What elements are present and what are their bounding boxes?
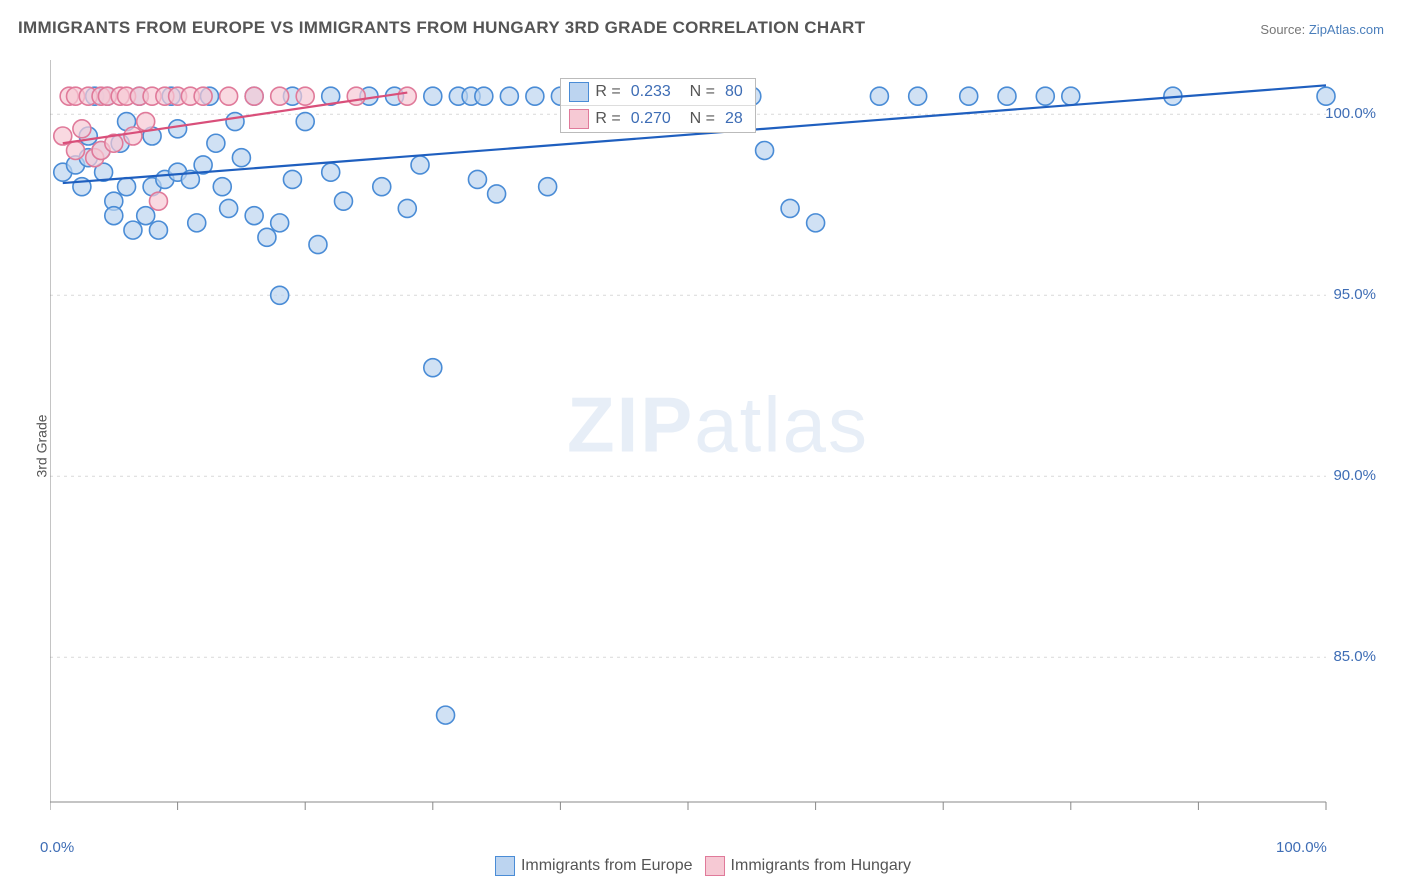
n-label: N = xyxy=(681,110,715,128)
r-value: 0.270 xyxy=(627,110,675,128)
legend-item-europe: Immigrants from Europe xyxy=(495,856,693,876)
r-label: R = xyxy=(595,83,620,101)
x-tick-label: 100.0% xyxy=(1276,839,1327,856)
y-tick-label: 85.0% xyxy=(1333,648,1376,665)
scatter-chart-svg xyxy=(50,50,1386,832)
legend-row: R = 0.233 N = 80 xyxy=(561,79,754,106)
y-axis-label: 3rd Grade xyxy=(34,414,50,477)
source-label: Source: xyxy=(1260,22,1305,37)
legend-row: R = 0.270 N = 28 xyxy=(561,106,754,132)
legend-swatch xyxy=(569,109,589,129)
y-tick-label: 95.0% xyxy=(1333,286,1376,303)
n-label: N = xyxy=(681,83,715,101)
x-tick-label: 0.0% xyxy=(40,839,74,856)
r-value: 0.233 xyxy=(627,83,675,101)
legend-item-hungary: Immigrants from Hungary xyxy=(705,856,912,876)
legend-label-europe: Immigrants from Europe xyxy=(521,857,693,875)
n-value: 28 xyxy=(721,110,747,128)
correlation-legend: R = 0.233 N = 80 R = 0.270 N = 28 xyxy=(560,78,755,133)
legend-label-hungary: Immigrants from Hungary xyxy=(731,857,912,875)
plot-area: ZIPatlas R = 0.233 N = 80 R = 0.270 N = … xyxy=(50,50,1386,832)
source-attribution: Source: ZipAtlas.com xyxy=(1260,22,1384,37)
source-link[interactable]: ZipAtlas.com xyxy=(1309,22,1384,37)
y-tick-label: 100.0% xyxy=(1325,105,1376,122)
legend-swatch xyxy=(569,82,589,102)
y-tick-label: 90.0% xyxy=(1333,467,1376,484)
legend-swatch-hungary xyxy=(705,856,725,876)
chart-title: IMMIGRANTS FROM EUROPE VS IMMIGRANTS FRO… xyxy=(18,18,865,38)
legend-swatch-europe xyxy=(495,856,515,876)
series-legend: Immigrants from Europe Immigrants from H… xyxy=(0,856,1406,876)
r-label: R = xyxy=(595,110,620,128)
n-value: 80 xyxy=(721,83,747,101)
